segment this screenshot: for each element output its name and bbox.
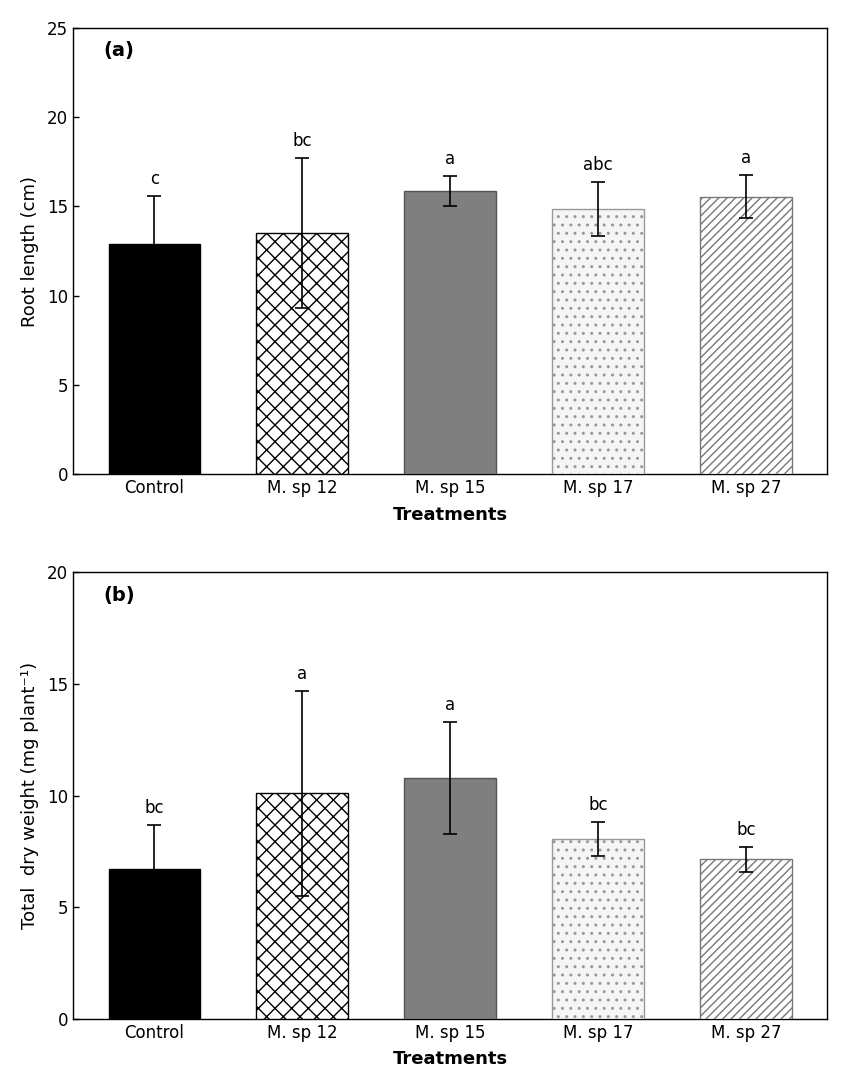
Text: bc: bc: [589, 796, 608, 815]
Bar: [109, 869, 200, 1019]
Text: bc: bc: [293, 132, 312, 150]
Bar: [552, 840, 644, 1019]
X-axis label: Treatments: Treatments: [393, 505, 508, 524]
Text: bc: bc: [145, 798, 165, 817]
Text: a: a: [298, 664, 307, 683]
Bar: [109, 244, 200, 475]
Bar: [552, 209, 644, 475]
Y-axis label: Root length (cm): Root length (cm): [21, 175, 39, 327]
Text: (a): (a): [103, 41, 134, 60]
Bar: [700, 859, 792, 1019]
X-axis label: Treatments: Treatments: [393, 1050, 508, 1068]
Bar: [404, 778, 496, 1019]
Text: a: a: [741, 149, 751, 168]
Bar: [256, 233, 349, 475]
Text: abc: abc: [583, 157, 613, 174]
Text: a: a: [445, 150, 455, 168]
Bar: [700, 197, 792, 475]
Bar: [404, 192, 496, 475]
Text: a: a: [445, 696, 455, 714]
Bar: [256, 794, 349, 1019]
Y-axis label: Total  dry weight (mg plant⁻¹): Total dry weight (mg plant⁻¹): [21, 662, 39, 929]
Text: c: c: [150, 170, 159, 187]
Text: bc: bc: [736, 821, 756, 839]
Text: (b): (b): [103, 586, 135, 604]
